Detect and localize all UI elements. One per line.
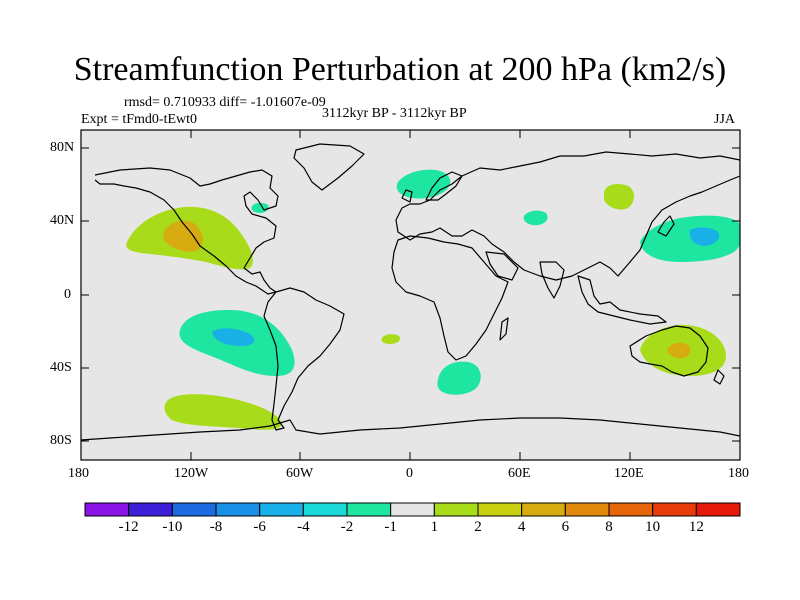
colorbar-swatch — [477, 502, 523, 517]
anomaly-south-atlantic — [437, 361, 481, 395]
colorbar-swatch — [390, 502, 435, 517]
colorbar-swatch — [695, 502, 741, 517]
lon-label: 120E — [614, 466, 644, 481]
anomaly-tropical-atlantic — [381, 334, 400, 344]
coast-scandinavia — [425, 171, 463, 201]
lat-label: 0 — [64, 287, 71, 302]
lon-label: 60E — [508, 466, 531, 481]
lon-label: 0 — [406, 466, 413, 481]
colorbar-swatch — [84, 502, 130, 517]
colorbar-swatch — [215, 502, 261, 517]
anomaly-fields — [126, 169, 740, 430]
colorbar-label: 4 — [517, 519, 526, 535]
stats-text: rmsd= 0.710933 diff= -1.01607e-09 — [124, 95, 326, 110]
colorbar-swatch — [608, 502, 654, 517]
colorbar-swatch — [302, 502, 348, 517]
coast-south-america — [263, 287, 345, 431]
colorbar-label: -8 — [209, 519, 223, 535]
colorbar-swatch — [259, 502, 304, 517]
colorbar-label: 8 — [605, 519, 613, 535]
lat-label: 80S — [50, 433, 72, 448]
lat-label: 80N — [50, 140, 75, 155]
colorbar-label: -12 — [118, 519, 139, 535]
colorbar-label: -4 — [297, 519, 310, 535]
anomaly-ne-pacific — [126, 206, 253, 270]
coast-japan — [657, 215, 675, 237]
colorbar-label: 12 — [688, 519, 704, 535]
coast-africa — [391, 235, 509, 361]
coast-antarctica — [81, 417, 740, 441]
anomaly-se-pacific — [179, 310, 295, 376]
anomaly-south-pacific — [164, 394, 282, 430]
colorbar-swatch — [171, 502, 217, 517]
coast-greenland — [293, 143, 365, 191]
coast-uk — [401, 189, 413, 203]
colorbar-label: 1 — [430, 519, 439, 535]
plot-title: Streamfunction Perturbation at 200 hPa (… — [73, 51, 727, 88]
coast-australia — [629, 325, 709, 377]
colorbar-swatch — [521, 502, 566, 517]
lat-label: 40S — [50, 360, 72, 375]
colorbar-label: 6 — [561, 519, 570, 535]
colorbar-swatch — [346, 502, 392, 517]
colorbar-label: -10 — [162, 519, 183, 535]
anomaly-mongolia — [604, 184, 634, 210]
coastlines — [81, 143, 740, 441]
coast-north-america — [94, 167, 279, 295]
colorbar-label: -2 — [340, 519, 354, 535]
lon-label: 180 — [68, 466, 89, 481]
experiment-label: Expt = tFmd0-tEwt0 — [81, 112, 198, 127]
coast-madagascar — [499, 317, 509, 341]
colorbar-label: -6 — [253, 519, 266, 535]
colorbar-label: 2 — [474, 519, 482, 535]
lon-label: 60W — [286, 466, 314, 481]
colorbar-label: -1 — [384, 519, 397, 535]
coast-arabia — [485, 251, 519, 281]
anomaly-caspian — [523, 210, 548, 226]
colorbar-swatch — [128, 502, 173, 517]
lon-label: 180 — [728, 466, 749, 481]
coast-india — [539, 261, 565, 299]
colorbar-swatch — [564, 502, 610, 517]
coast-se-asia — [577, 275, 667, 325]
colorbar-label: 10 — [645, 519, 661, 535]
season-label: JJA — [714, 112, 736, 127]
lat-label: 40N — [50, 213, 75, 228]
axis-ticks — [81, 130, 740, 460]
anomaly-nw-pacific — [640, 215, 740, 262]
period-label: 3112kyr BP - 3112kyr BP — [322, 106, 467, 121]
colorbar-swatch — [433, 502, 479, 517]
lon-label: 120W — [174, 466, 209, 481]
coast-eurasia — [395, 151, 740, 281]
coast-new-zealand — [713, 369, 725, 385]
colorbar-swatch — [652, 502, 697, 517]
